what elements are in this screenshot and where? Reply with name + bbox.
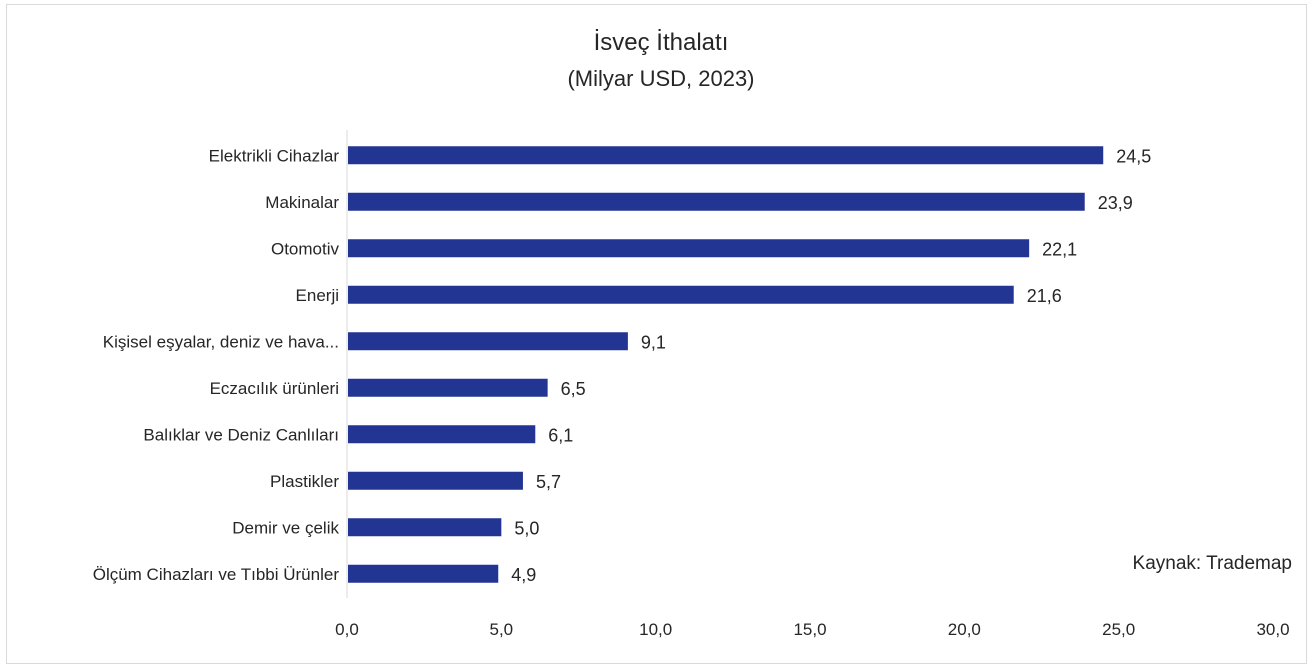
bar: [348, 239, 1030, 258]
value-label: 4,9: [511, 565, 536, 585]
value-label: 9,1: [641, 332, 666, 352]
bars-group: Elektrikli Cihazlar 24,5 Makinalar 23,9 Otom…: [93, 146, 1151, 585]
x-tick-label: 25,0: [1102, 620, 1135, 639]
source-note: Kaynak: Trademap: [1133, 553, 1292, 574]
value-label: 6,1: [548, 425, 573, 445]
value-label: 5,0: [514, 518, 539, 538]
category-label: Elektrikli Cihazlar: [209, 146, 340, 165]
chart-title: İsveç İthalatı: [594, 29, 729, 56]
bar: [348, 192, 1085, 211]
x-tick-label: 0,0: [335, 620, 359, 639]
x-tick-label: 30,0: [1256, 620, 1289, 639]
category-label: Ölçüm Cihazları ve Tıbbi Ürünler: [93, 565, 340, 584]
x-tick-label: 20,0: [948, 620, 981, 639]
category-label: Otomotiv: [271, 239, 340, 258]
value-label: 6,5: [561, 379, 586, 399]
category-label: Enerji: [296, 286, 339, 305]
value-label: 23,9: [1098, 193, 1133, 213]
category-label: Kişisel eşyalar, deniz ve hava...: [103, 332, 339, 351]
category-label: Eczacılık ürünleri: [210, 379, 339, 398]
bar: [348, 425, 536, 444]
category-label: Makinalar: [265, 193, 339, 212]
bar: [348, 332, 628, 351]
category-label: Balıklar ve Deniz Canlıları: [143, 425, 339, 444]
category-label: Demir ve çelik: [232, 518, 339, 537]
bar: [348, 564, 499, 583]
category-label: Plastikler: [270, 472, 339, 491]
x-tick-label: 10,0: [639, 620, 672, 639]
bar: [348, 146, 1104, 165]
chart-subtitle: (Milyar USD, 2023): [567, 66, 754, 91]
bar: [348, 471, 523, 490]
bar: [348, 285, 1014, 304]
x-axis-ticks: 0,0 5,0 10,0 15,0 20,0 25,0 30,0: [335, 620, 1289, 639]
chart-frame: [6, 4, 1307, 664]
value-label: 22,1: [1042, 239, 1077, 259]
x-tick-label: 15,0: [793, 620, 826, 639]
value-label: 21,6: [1027, 286, 1062, 306]
bar: [348, 378, 548, 397]
value-label: 5,7: [536, 472, 561, 492]
value-label: 24,5: [1116, 146, 1151, 166]
x-tick-label: 5,0: [490, 620, 514, 639]
bar: [348, 518, 502, 537]
